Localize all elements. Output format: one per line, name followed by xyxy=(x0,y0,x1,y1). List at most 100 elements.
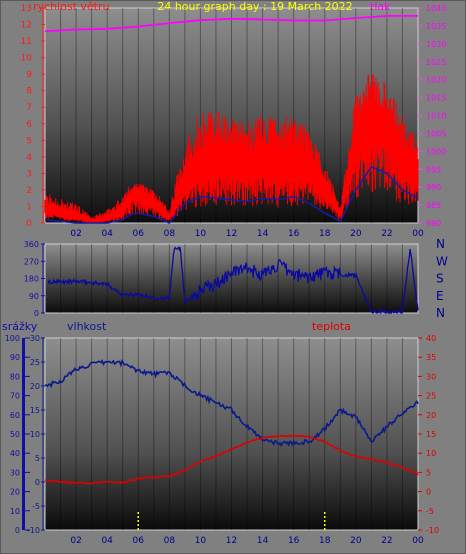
humidity-tick-label: -10 xyxy=(27,526,40,535)
x-tick-label: 18 xyxy=(319,229,331,239)
pressure-tick-label: 1010 xyxy=(426,112,446,121)
humidity-tick-label: 15 xyxy=(30,406,40,415)
humidity-tick-label: -5 xyxy=(32,502,40,511)
rain-tick-label: 20 xyxy=(10,488,20,497)
rain-tick-label: 0 xyxy=(15,526,20,535)
rain-axis xyxy=(22,338,25,530)
rain-tick-label: 70 xyxy=(10,392,20,401)
rain-tick-label: 50 xyxy=(10,430,20,439)
x-tick-label: 10 xyxy=(195,536,207,546)
wind-tick-label: 12 xyxy=(21,21,32,31)
temperature-tick-label: -10 xyxy=(426,526,439,535)
x-tick-label: 04 xyxy=(101,229,113,239)
x-tick-label: 12 xyxy=(226,229,237,239)
series-layer xyxy=(44,15,419,485)
direction-tick-label: 360 xyxy=(24,240,39,249)
x-tick-label: 22 xyxy=(381,229,392,239)
chart-title: 24 hour graph day : 19 March 2022 xyxy=(157,0,352,13)
x-tick-label: 16 xyxy=(288,536,300,546)
direction-line xyxy=(47,246,419,315)
x-tick-label: 06 xyxy=(133,536,145,546)
direction-tick-label: 0 xyxy=(34,309,39,318)
temperature-tick-label: 0 xyxy=(426,488,431,497)
temperature-tick-label: 35 xyxy=(426,353,436,362)
rain-tick-label: 40 xyxy=(10,449,20,458)
wind-speed-line xyxy=(44,119,419,224)
x-tick-label: 02 xyxy=(70,536,81,546)
rain-tick-label: 90 xyxy=(10,353,20,362)
pressure-tick-label: 1035 xyxy=(426,22,446,31)
pressure-tick-label: 1020 xyxy=(426,76,446,85)
temperature-tick-label: 40 xyxy=(426,334,436,343)
temperature-tick-label: 30 xyxy=(426,372,436,381)
x-tick-label: 18 xyxy=(319,536,331,546)
x-tick-label: 16 xyxy=(288,229,300,239)
temperature-tick-label: 20 xyxy=(426,411,436,420)
pressure-tick-label: 995 xyxy=(426,165,441,174)
wind-tick-label: 6 xyxy=(26,120,32,130)
wind-tick-label: 5 xyxy=(26,136,32,146)
wind-speed-label: rychlost větru xyxy=(33,0,109,13)
gust-line xyxy=(44,165,419,224)
rain-tick-label: 30 xyxy=(10,468,20,477)
x-tick-label: 14 xyxy=(257,229,269,239)
rain-tick-label: 60 xyxy=(10,411,20,420)
temperature-tick-label: 5 xyxy=(426,468,431,477)
x-tick-label: 12 xyxy=(226,536,237,546)
compass-label: W xyxy=(436,254,448,268)
x-tick-label: 20 xyxy=(350,229,362,239)
wind-tick-label: 7 xyxy=(26,103,32,113)
wind-tick-label: 9 xyxy=(26,70,32,80)
x-tick-label: 08 xyxy=(164,229,176,239)
direction-tick-label: 270 xyxy=(24,257,39,266)
humidity-tick-label: 25 xyxy=(30,358,40,367)
x-tick-label: 00 xyxy=(412,536,424,546)
compass-label: S xyxy=(436,272,444,286)
humidity-tick-label: 10 xyxy=(30,430,40,439)
x-tick-label: 02 xyxy=(70,229,81,239)
temperature-tick-label: 25 xyxy=(426,392,436,401)
humidity-line xyxy=(44,358,419,447)
pressure-tick-label: 980 xyxy=(426,219,441,228)
x-tick-label: 10 xyxy=(195,229,207,239)
wind-tick-label: 1 xyxy=(26,202,32,212)
wind-tick-label: 11 xyxy=(21,37,32,47)
temperature-tick-label: 15 xyxy=(426,430,436,439)
rain-tick-label: 10 xyxy=(10,507,20,516)
humidity-tick-label: 30 xyxy=(30,334,40,343)
wind-tick-label: 8 xyxy=(26,87,32,97)
direction-panel xyxy=(44,243,419,314)
wind-tick-label: 0 xyxy=(26,219,32,229)
humidity-tick-label: 0 xyxy=(35,478,40,487)
x-tick-label: 22 xyxy=(381,536,392,546)
pressure-tick-label: 1030 xyxy=(426,40,446,49)
rain-label: srážky xyxy=(2,320,38,333)
temperature-line xyxy=(44,434,419,485)
compass-label: N xyxy=(436,306,445,320)
temperature-tick-label: 10 xyxy=(426,449,436,458)
direction-tick-label: 180 xyxy=(24,275,39,284)
pressure-label: tlak xyxy=(370,0,391,13)
pressure-tick-label: 1040 xyxy=(426,4,446,13)
rain-tick-label: 80 xyxy=(10,372,20,381)
compass-label: N xyxy=(436,237,445,251)
pressure-line xyxy=(44,15,418,33)
pressure-tick-label: 1000 xyxy=(426,147,446,156)
humidity-tick-label: 5 xyxy=(35,454,40,463)
pressure-tick-label: 990 xyxy=(426,183,441,192)
x-tick-label: 08 xyxy=(164,536,176,546)
x-tick-label: 20 xyxy=(350,536,362,546)
x-tick-label: 04 xyxy=(101,536,113,546)
wind-tick-label: 2 xyxy=(26,186,32,196)
wind-tick-label: 4 xyxy=(26,153,32,163)
rain-tick-label: 100 xyxy=(5,334,20,343)
direction-tick-label: 90 xyxy=(29,292,39,301)
pressure-tick-label: 985 xyxy=(426,201,441,210)
humidity-panel xyxy=(44,337,419,531)
humidity-label: vlhkost xyxy=(67,320,107,333)
humidity-tick-label: 20 xyxy=(30,382,40,391)
x-tick-label: 00 xyxy=(412,229,424,239)
pressure-tick-label: 1005 xyxy=(426,129,446,138)
